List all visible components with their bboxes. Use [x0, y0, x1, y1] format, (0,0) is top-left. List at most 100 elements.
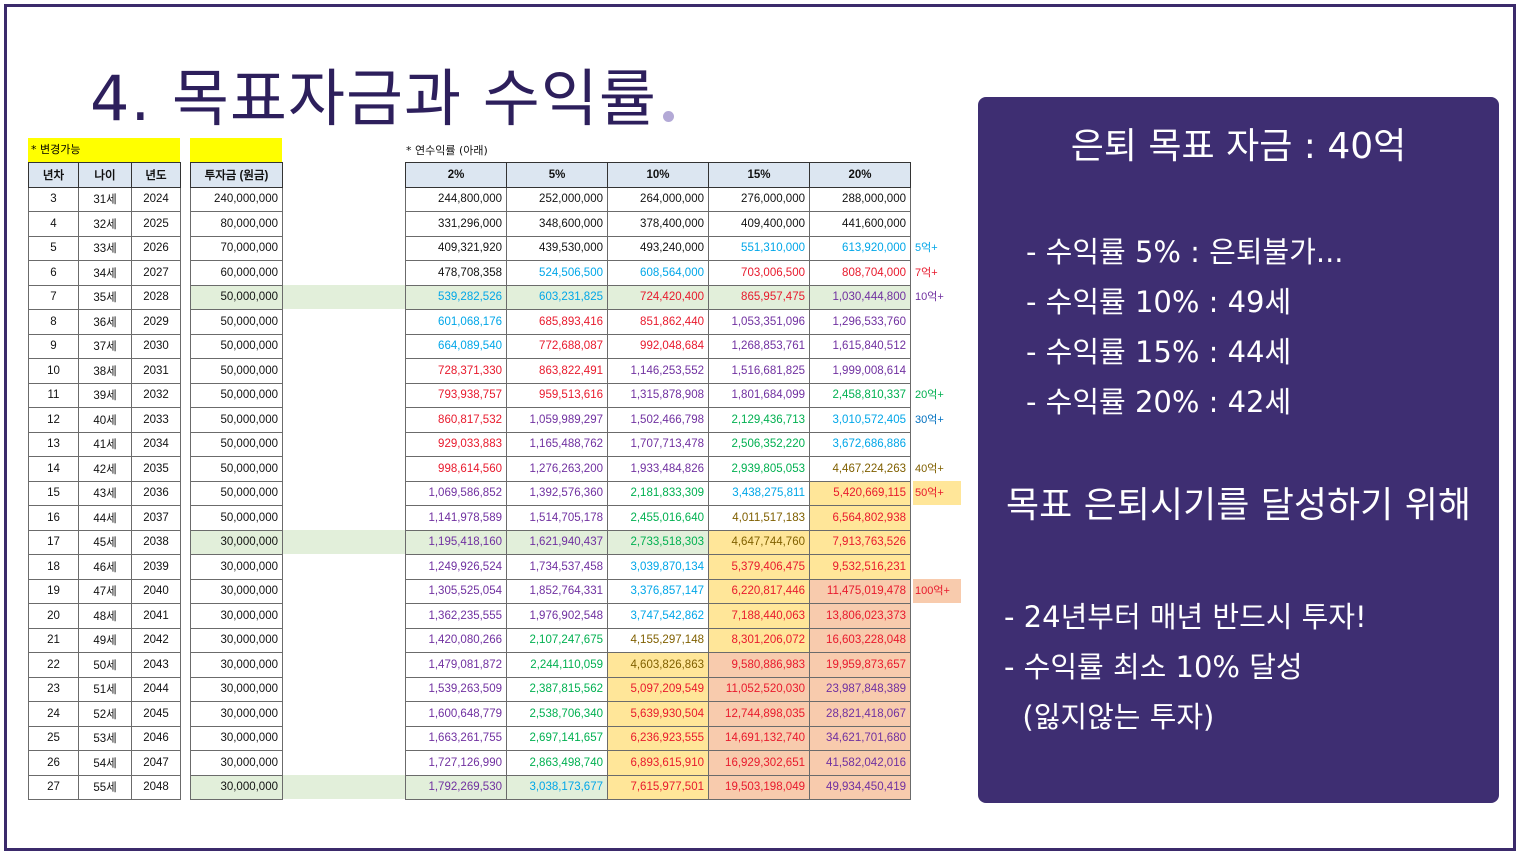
investment-cell: 50,000,000: [190, 505, 283, 531]
year-cell: 2031: [131, 358, 181, 384]
year-count-cell: 26: [28, 750, 79, 776]
value-cell: 1,502,466,798: [607, 407, 709, 433]
year-count-cell: 14: [28, 456, 79, 482]
value-cell: 524,506,500: [506, 260, 608, 286]
value-cell: 4,155,297,148: [607, 627, 709, 653]
milestone-label: 7억+: [915, 266, 938, 279]
year-count-cell: 7: [28, 284, 79, 310]
value-cell: 276,000,000: [708, 186, 810, 212]
value-cell: 11,475,019,478: [809, 578, 911, 604]
highlight-band: [282, 530, 406, 554]
year-count-cell: 9: [28, 333, 79, 359]
table-row: 1,792,269,530 3,038,173,677 7,615,977,501 1…: [405, 774, 911, 800]
value-cell: 3,038,173,677: [506, 774, 608, 800]
milestone-label: 100억+: [913, 579, 961, 603]
table-row: 20 48세 2041 30,000,000: [28, 603, 283, 629]
value-cell: 1,621,940,437: [506, 529, 608, 555]
milestone-label: 5억+: [915, 242, 938, 254]
year-count-cell: 17: [28, 529, 79, 555]
value-cell: 1,663,261,755: [405, 725, 507, 751]
table-row: 1,420,080,266 2,107,247,675 4,155,297,148 8…: [405, 627, 911, 653]
value-cell: 2,733,518,303: [607, 529, 709, 555]
age-cell: 40세: [78, 407, 132, 433]
table-row: 23 51세 2044 30,000,000: [28, 676, 283, 702]
year-count-cell: 21: [28, 627, 79, 653]
table-row: 728,371,330 863,822,491 1,146,253,552 1,516…: [405, 358, 911, 384]
value-cell: 3,010,572,405: [809, 407, 911, 433]
value-cell: 551,310,000: [708, 235, 810, 261]
table-row: 1,663,261,755 2,697,141,657 6,236,923,555 1…: [405, 725, 911, 751]
header-age: 나이: [78, 162, 132, 188]
value-cell: 2,181,833,309: [607, 480, 709, 506]
header-year-count: 년차: [28, 162, 79, 188]
value-cell: 409,321,920: [405, 235, 507, 261]
value-cell: 6,564,802,938: [809, 505, 911, 531]
value-cell: 1,999,008,614: [809, 358, 911, 384]
table-row: 1,305,525,054 1,852,764,331 3,376,857,147 6…: [405, 578, 911, 604]
year-count-cell: 25: [28, 725, 79, 751]
age-cell: 38세: [78, 358, 132, 384]
year-count-cell: 10: [28, 358, 79, 384]
year-cell: 2040: [131, 578, 181, 604]
goal-heading: 목표 은퇴시기를 달성하기 위해: [1006, 485, 1471, 526]
year-cell: 2039: [131, 554, 181, 580]
table-row: 539,282,526 603,231,825 724,420,400 865,957…: [405, 284, 911, 310]
table-row: 793,938,757 959,513,616 1,315,878,908 1,801…: [405, 382, 911, 408]
value-cell: 1,249,926,524: [405, 554, 507, 580]
table-row: 1,600,648,779 2,538,706,340 5,639,930,504 1…: [405, 701, 911, 727]
value-cell: 1,141,978,589: [405, 505, 507, 531]
value-cell: 865,957,475: [708, 284, 810, 310]
year-cell: 2044: [131, 676, 181, 702]
value-cell: 1,976,902,548: [506, 603, 608, 629]
rate-item: - 수익률 20% : 42세: [1026, 385, 1292, 419]
value-cell: 863,822,491: [506, 358, 608, 384]
investment-cell: 50,000,000: [190, 333, 283, 359]
returns-table: 2% 5% 10% 15% 20% 244,800,000 252,000,000 264,…: [405, 162, 911, 800]
age-cell: 45세: [78, 529, 132, 555]
value-cell: 1,852,764,331: [506, 578, 608, 604]
table-row: 22 50세 2043 30,000,000: [28, 652, 283, 678]
age-cell: 43세: [78, 480, 132, 506]
investment-table: 년차 나이 년도 투자금 (원금) 3 31세 2024 240,000,000 4 32…: [28, 162, 283, 800]
investment-cell: 30,000,000: [190, 725, 283, 751]
value-cell: 1,727,126,990: [405, 750, 507, 776]
value-cell: 703,006,500: [708, 260, 810, 286]
value-cell: 16,929,302,651: [708, 750, 810, 776]
year-cell: 2032: [131, 382, 181, 408]
value-cell: 1,053,351,096: [708, 309, 810, 335]
value-cell: 4,467,224,263: [809, 456, 911, 482]
year-count-cell: 27: [28, 774, 79, 800]
age-cell: 51세: [78, 676, 132, 702]
title-dot: [662, 111, 674, 122]
value-cell: 1,514,705,178: [506, 505, 608, 531]
year-cell: 2027: [131, 260, 181, 286]
table-row: 929,033,883 1,165,488,762 1,707,713,478 2,5…: [405, 431, 911, 457]
investment-cell: 50,000,000: [190, 480, 283, 506]
value-cell: 2,697,141,657: [506, 725, 608, 751]
table-row: 9 37세 2030 50,000,000: [28, 333, 283, 359]
left-table-note: * 변경가능: [28, 138, 282, 162]
table-row: 1,141,978,589 1,514,705,178 2,455,016,640 4…: [405, 505, 911, 531]
age-cell: 47세: [78, 578, 132, 604]
header-year: 년도: [131, 162, 181, 188]
header-rate: 10%: [607, 162, 709, 188]
value-cell: 608,564,000: [607, 260, 709, 286]
table-row: 17 45세 2038 30,000,000: [28, 529, 283, 555]
value-cell: 3,438,275,811: [708, 480, 810, 506]
value-cell: 2,455,016,640: [607, 505, 709, 531]
value-cell: 5,420,669,115: [809, 480, 911, 506]
value-cell: 664,089,540: [405, 333, 507, 359]
value-cell: 2,107,247,675: [506, 627, 608, 653]
value-cell: 331,296,000: [405, 211, 507, 237]
milestone-label: 40억+: [915, 462, 944, 475]
value-cell: 3,672,686,886: [809, 431, 911, 457]
value-cell: 3,376,857,147: [607, 578, 709, 604]
year-cell: 2048: [131, 774, 181, 800]
investment-cell: 30,000,000: [190, 529, 283, 555]
value-cell: 493,240,000: [607, 235, 709, 261]
value-cell: 288,000,000: [809, 186, 911, 212]
table-row: 409,321,920 439,530,000 493,240,000 551,310…: [405, 235, 911, 261]
value-cell: 13,806,023,373: [809, 603, 911, 629]
value-cell: 1,392,576,360: [506, 480, 608, 506]
slide-frame: [4, 4, 1516, 851]
